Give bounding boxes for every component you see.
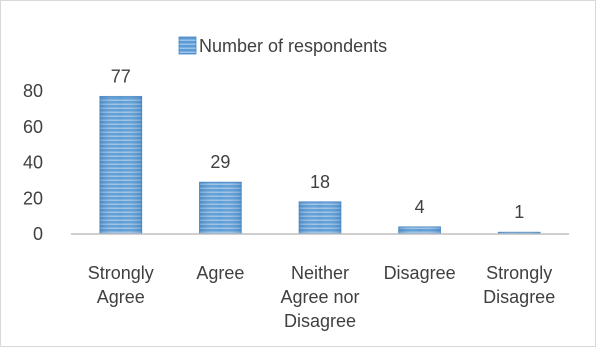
category-label-line: Disagree	[284, 311, 356, 331]
category-label: Neither Agree nor Disagree	[280, 263, 359, 331]
category-label-line: Agree nor	[280, 287, 359, 307]
bars	[99, 95, 541, 235]
bar-shading	[398, 226, 441, 234]
category-label: Agree	[196, 263, 244, 283]
bar-shading	[498, 232, 541, 234]
data-label: 1	[514, 202, 524, 222]
y-tick-label: 20	[23, 188, 43, 208]
y-tick-label: 0	[33, 224, 43, 244]
data-labels: 77 29 18 4 1	[111, 66, 524, 222]
legend: Number of respondents	[178, 36, 387, 56]
category-label: Strongly Agree	[88, 263, 154, 307]
category-label-line: Disagree	[384, 263, 456, 283]
data-label: 29	[210, 152, 230, 172]
category-label: Disagree	[384, 263, 456, 283]
category-label-line: Strongly	[88, 263, 154, 283]
y-tick-label: 80	[23, 81, 43, 101]
bar-shading	[99, 96, 142, 234]
y-axis-ticks: 0 20 40 60 80	[23, 81, 43, 244]
category-label-line: Neither	[291, 263, 349, 283]
bar-shading	[299, 201, 341, 234]
data-label: 77	[111, 66, 131, 86]
category-label-line: Disagree	[483, 287, 555, 307]
y-tick-label: 40	[23, 153, 43, 173]
category-labels: Strongly Agree Agree Neither Agree nor Disagr…	[88, 263, 555, 331]
bar-shading	[199, 182, 242, 234]
legend-swatch	[178, 36, 197, 55]
category-label-line: Agree	[196, 263, 244, 283]
data-label: 18	[310, 172, 330, 192]
category-label-line: Agree	[97, 287, 145, 307]
category-label-line: Strongly	[486, 263, 552, 283]
data-label: 4	[415, 197, 425, 217]
category-label: Strongly Disagree	[483, 263, 555, 307]
y-tick-label: 60	[23, 117, 43, 137]
legend-label: Number of respondents	[199, 36, 387, 56]
